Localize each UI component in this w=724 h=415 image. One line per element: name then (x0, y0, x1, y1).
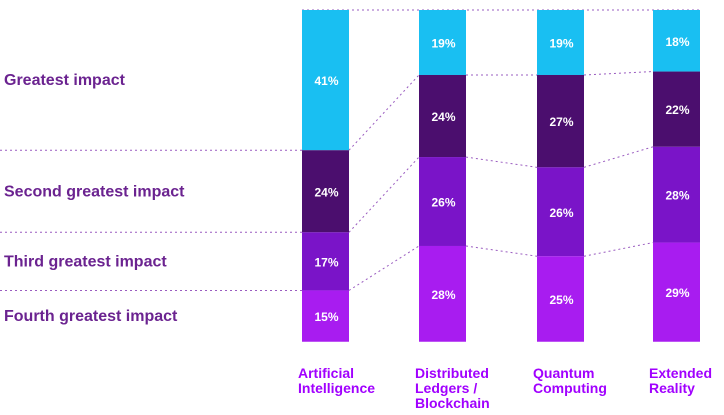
bar-segment (537, 256, 584, 342)
segment-value-label: 28% (431, 288, 455, 302)
segment-value-label: 19% (431, 36, 455, 50)
impact-level-label: Third greatest impact (4, 253, 167, 270)
bar-segment (302, 150, 349, 233)
connector-line (583, 146, 654, 168)
segment-value-label: 17% (314, 255, 338, 269)
segment-value-label: 22% (665, 103, 689, 117)
connector-line (348, 74, 420, 151)
connector-line (583, 242, 654, 257)
bar-segment (302, 232, 349, 291)
connector-line (465, 156, 538, 168)
bar-segment (419, 74, 466, 158)
segment-value-label: 28% (665, 189, 689, 203)
segment-value-label: 26% (431, 196, 455, 210)
segment-value-label: 19% (549, 36, 573, 50)
bar-segment (419, 10, 466, 75)
segment-value-label: 25% (549, 293, 573, 307)
bar-segment (653, 146, 700, 243)
category-labels: Artificial Intelligence Distributed Ledgers… (298, 365, 712, 411)
category-label: Quantum Computing (533, 365, 607, 396)
impact-level-label: Fourth greatest impact (4, 308, 178, 325)
connector-line (465, 245, 538, 257)
connector-line (583, 71, 654, 76)
bar-segment (302, 290, 349, 342)
segment-value-label: 26% (549, 206, 573, 220)
bar-segment (653, 10, 700, 72)
category-label: Distributed Ledgers / Blockchain (415, 365, 490, 411)
bar-segment (419, 157, 466, 246)
segment-value-label: 27% (549, 115, 573, 129)
impact-level-labels: Greatest impact Second greatest impact Thi… (4, 72, 185, 325)
connector-line (348, 245, 420, 291)
segment-value-label: 18% (665, 35, 689, 49)
connector-line (348, 156, 420, 233)
bar-segment (537, 10, 584, 75)
segment-value-label: 24% (314, 185, 338, 199)
segment-value-label: 41% (314, 74, 338, 88)
bar-segment (419, 245, 466, 342)
bar-segment (302, 10, 349, 151)
category-label: Extended Reality (649, 365, 712, 396)
bar-segment (537, 74, 584, 168)
row-separator-lines (0, 9, 700, 291)
bar-segment (653, 71, 700, 147)
bar-segment (653, 242, 700, 342)
bar-segment (537, 167, 584, 257)
segment-value-label: 24% (431, 110, 455, 124)
segment-value-label: 15% (314, 310, 338, 324)
impact-level-label: Greatest impact (4, 72, 126, 89)
impact-level-label: Second greatest impact (4, 183, 185, 200)
segment-value-label: 29% (665, 286, 689, 300)
bar-connector-lines (348, 71, 654, 291)
stacked-bars: 41% 24% 17% 15% 19% 24% 26% 28% 19% 27% 26% 25% 18% 2… (302, 10, 700, 342)
category-label: Artificial Intelligence (298, 365, 375, 396)
